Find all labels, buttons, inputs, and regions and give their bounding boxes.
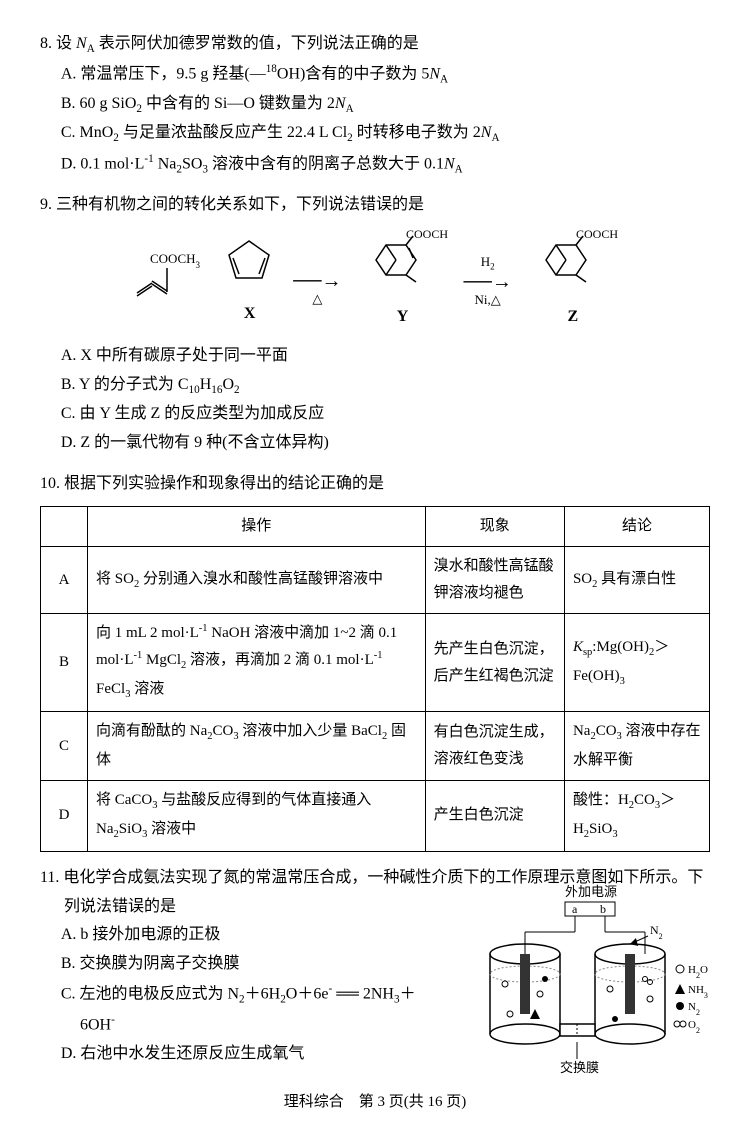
col-operation: 操作 <box>88 507 426 547</box>
q10-table: 操作 现象 结论 A 将 SO2 分别通入溴水和酸性高锰酸钾溶液中 溴水和酸性高… <box>40 506 710 851</box>
arrow-2: H2 ──→ Ni,△ <box>464 254 512 308</box>
reagent-mol: COOCH3 <box>132 248 202 314</box>
svg-text:H2O: H2O <box>688 964 708 980</box>
col-phenomenon: 现象 <box>425 507 564 547</box>
svg-text:N2: N2 <box>650 923 663 941</box>
svg-text:b: b <box>600 902 606 916</box>
col-conclusion: 结论 <box>564 507 709 547</box>
q8-stem: 8. 设 NA 表示阿伏加德罗常数的值，下列说法正确的是 <box>40 30 710 59</box>
q9-stem: 9. 三种有机物之间的转化关系如下，下列说法错误的是 <box>40 191 710 220</box>
col-blank <box>41 507 88 547</box>
page-footer: 理科综合 第 3 页(共 16 页) <box>40 1089 710 1116</box>
svg-text:交换膜: 交换膜 <box>560 1060 599 1075</box>
svg-text:O2: O2 <box>688 1019 700 1035</box>
svg-text:COOCH3: COOCH3 <box>406 230 448 245</box>
table-header-row: 操作 现象 结论 <box>41 507 710 547</box>
svg-text:COOCH3: COOCH3 <box>576 230 618 245</box>
table-row: A 将 SO2 分别通入溴水和酸性高锰酸钾溶液中 溴水和酸性高锰酸钾溶液均褪色 … <box>41 547 710 614</box>
q10-num: 10. <box>40 475 60 492</box>
mol-x: X <box>222 233 277 330</box>
q8-option-c: C. MnO2 与足量浓盐酸反应产生 22.4 L Cl2 时转移电子数为 2N… <box>40 119 710 148</box>
q10-stem: 10. 根据下列实验操作和现象得出的结论正确的是 <box>40 470 710 499</box>
svg-text:NH3: NH3 <box>688 984 708 1000</box>
table-row: D 将 CaCO3 与盐酸反应得到的气体直接通入 Na2SiO3 溶液中 产生白… <box>41 780 710 851</box>
question-9: 9. 三种有机物之间的转化关系如下，下列说法错误的是 COOCH3 X ─ <box>40 191 710 457</box>
svg-text:a: a <box>572 902 578 916</box>
power-label: 外加电源 <box>565 884 617 899</box>
q11-num: 11. <box>40 869 59 886</box>
q11-option-c: C. 左池的电极反应式为 N2＋6H2O＋6e- ══ 2NH3＋6OH- <box>40 979 442 1040</box>
q8-option-d: D. 0.1 mol·L-1 Na2SO3 溶液中含有的阴离子总数大于 0.1N… <box>40 149 710 180</box>
q11-option-a: A. b 接外加电源的正极 <box>40 921 442 950</box>
q11-option-d: D. 右池中水发生还原反应生成氧气 <box>40 1040 442 1069</box>
question-11: 11. 电化学合成氨法实现了氮的常温常压合成，一种碱性介质下的工作原理示意图如下… <box>40 864 710 1069</box>
q11-option-b: B. 交换膜为阴离子交换膜 <box>40 950 442 979</box>
q9-option-d: D. Z 的一氯代物有 9 种(不含立体异构) <box>40 429 710 458</box>
arrow-1: ──→ △ <box>293 255 341 306</box>
mol-z: COOCH3 Z <box>528 230 618 332</box>
q9-diagram: COOCH3 X ──→ △ COOCH3 <box>40 230 710 332</box>
q9-option-a: A. X 中所有碳原子处于同一平面 <box>40 342 710 371</box>
q8-option-a: A. 常温常压下，9.5 g 羟基(—18OH)含有的中子数为 5NA <box>40 59 710 90</box>
q9-option-b: B. Y 的分子式为 C10H16O2 <box>40 371 710 400</box>
q8-num: 8. <box>40 35 52 52</box>
svg-text:COOCH3: COOCH3 <box>150 251 201 270</box>
q8-option-b: B. 60 g SiO2 中含有的 Si—O 键数量为 2NA <box>40 90 710 119</box>
question-10: 10. 根据下列实验操作和现象得出的结论正确的是 操作 现象 结论 A 将 SO… <box>40 470 710 852</box>
q9-num: 9. <box>40 196 52 213</box>
q9-option-c: C. 由 Y 生成 Z 的反应类型为加成反应 <box>40 400 710 429</box>
question-8: 8. 设 NA 表示阿伏加德罗常数的值，下列说法正确的是 A. 常温常压下，9.… <box>40 30 710 179</box>
mol-y: COOCH3 Y <box>358 230 448 332</box>
table-row: C 向滴有酚酞的 Na2CO3 溶液中加入少量 BaCl2 固体 有白色沉淀生成… <box>41 712 710 781</box>
table-row: B 向 1 mL 2 mol·L-1 NaOH 溶液中滴加 1~2 滴 0.1 … <box>41 614 710 712</box>
q11-figure: 外加电源 a b N2 <box>480 884 710 1084</box>
svg-text:N2: N2 <box>688 1001 700 1017</box>
